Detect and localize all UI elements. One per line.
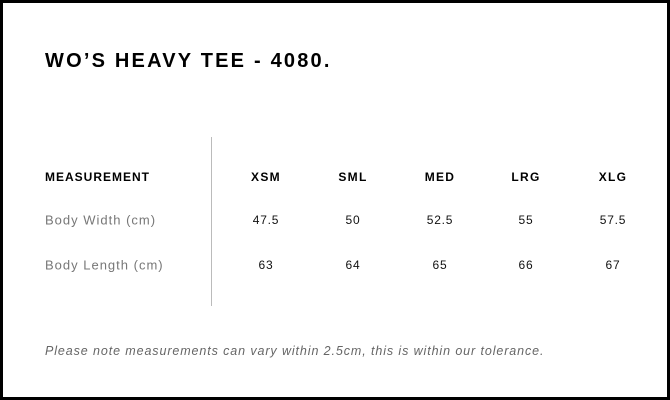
table-cell: 57.5 xyxy=(599,213,627,227)
tolerance-note: Please note measurements can vary within… xyxy=(45,344,545,358)
measurement-header: MEASUREMENT xyxy=(45,170,151,184)
row-label-body-width: Body Width (cm) xyxy=(45,212,157,228)
page-title: WO’S HEAVY TEE - 4080. xyxy=(45,50,332,72)
table-cell: 66 xyxy=(518,258,534,272)
table-cell: 64 xyxy=(345,258,361,272)
table-cell: 47.5 xyxy=(252,213,280,227)
size-header-xlg: XLG xyxy=(598,170,628,184)
table-cell: 55 xyxy=(518,213,534,227)
column-divider xyxy=(211,137,212,306)
table-cell: 52.5 xyxy=(426,213,454,227)
table-cell: 67 xyxy=(605,258,621,272)
size-header-xsm: XSM xyxy=(251,170,281,184)
table-cell: 65 xyxy=(432,258,448,272)
row-label-body-length: Body Length (cm) xyxy=(45,257,164,273)
size-header-sml: SML xyxy=(338,170,368,184)
size-header-med: MED xyxy=(424,170,456,184)
table-cell: 50 xyxy=(345,213,361,227)
table-cell: 63 xyxy=(258,258,274,272)
size-header-lrg: LRG xyxy=(511,170,541,184)
